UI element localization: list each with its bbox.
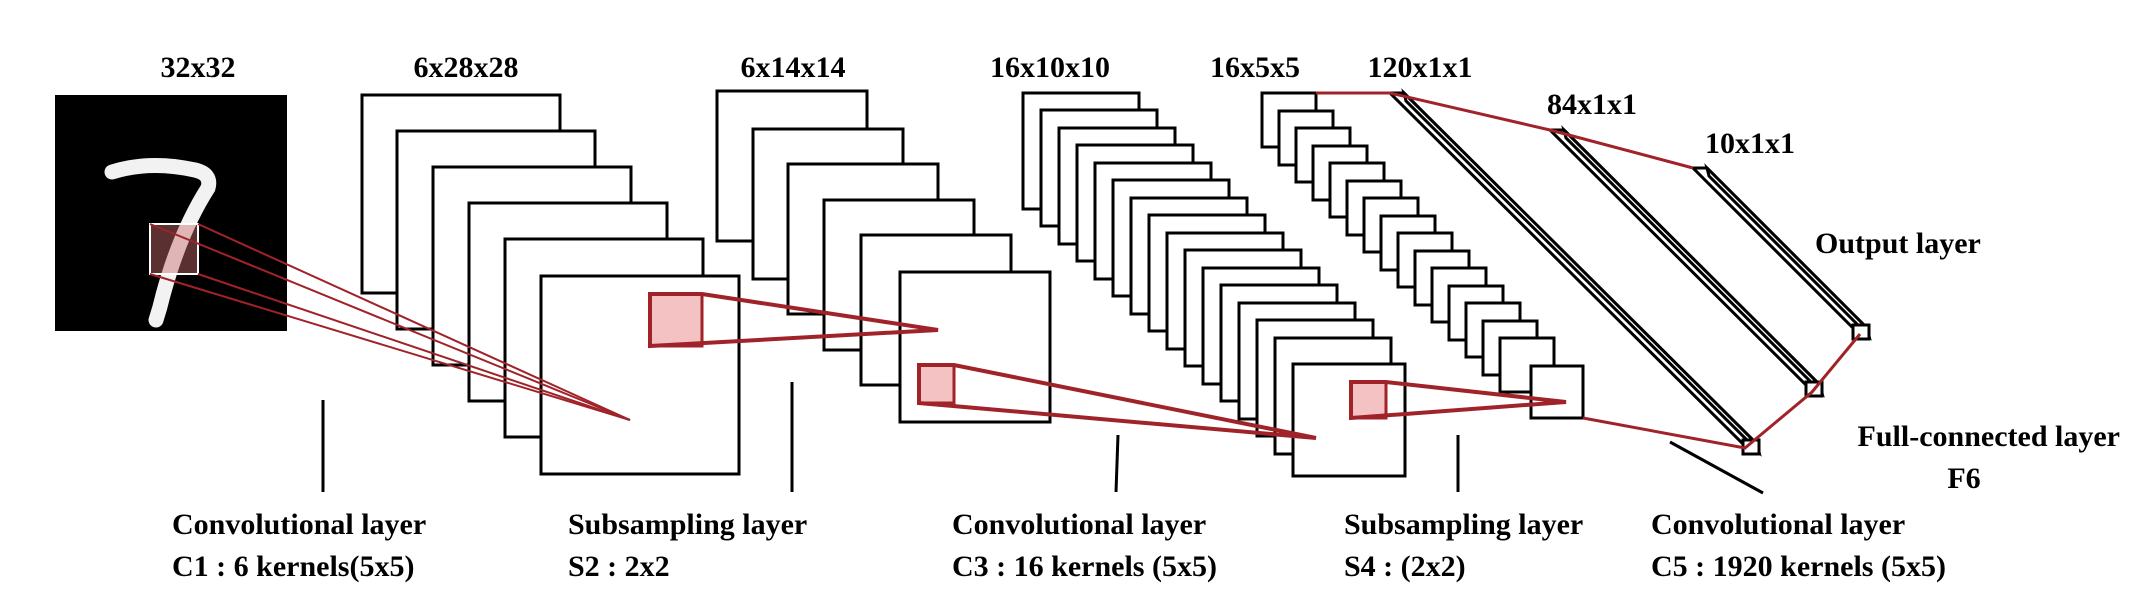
- s4-map: [1529, 364, 1585, 420]
- s4-dims-label: 16x5x5: [1210, 51, 1300, 84]
- c1-receptive-field: [648, 292, 704, 348]
- input-image-background: [55, 95, 287, 331]
- input-to-c1-line: [197, 223, 631, 421]
- s2-receptive-field: [917, 363, 956, 405]
- f6-dims-label: 84x1x1: [1547, 88, 1637, 121]
- c1-dims-label: 6x28x28: [414, 51, 519, 84]
- c1-label-line1: Convolutional layer: [172, 508, 426, 541]
- input-to-c1-line: [197, 273, 631, 421]
- f6-label-line2: F6: [1947, 462, 1980, 495]
- bottom-fc-connection: [1582, 333, 1862, 450]
- s2-label-line1: Subsampling layer: [568, 508, 807, 541]
- c5-dims-label: 120x1x1: [1368, 51, 1473, 84]
- c3-pointer-line: [1114, 434, 1120, 493]
- input-to-c1-line: [149, 223, 631, 421]
- s2-feature-maps: [715, 89, 1052, 424]
- c5-pointer-line: [1669, 440, 1764, 495]
- s4-feature-maps: [1260, 91, 1585, 420]
- output-dims-label: 10x1x1: [1705, 127, 1795, 160]
- input-dims-label: 32x32: [161, 51, 236, 84]
- connection-lines: [149, 91, 1862, 450]
- c5-label-line2: C5 : 1920 kernels (5x5): [1651, 550, 1946, 583]
- s2-to-c3-connection: [917, 363, 1317, 440]
- c3-to-s4-connection: [1349, 380, 1567, 421]
- c5-label-line1: Convolutional layer: [1651, 508, 1905, 541]
- c1-to-s2-connection: [648, 292, 939, 349]
- c3-label-line1: Convolutional layer: [952, 508, 1206, 541]
- c1-map: [539, 274, 741, 476]
- f6-label-line1: Full-connected layer: [1858, 420, 2120, 453]
- c3-dims-label: 16x10x10: [990, 51, 1110, 84]
- handwritten-digit-seven: [104, 158, 217, 328]
- c1-feature-maps: [360, 93, 741, 476]
- dimension-labels: 32x32 6x28x28 6x14x14 16x10x10 16x5x5 12…: [161, 51, 1796, 160]
- input-receptive-field: [149, 223, 199, 275]
- s2-dims-label: 6x14x14: [741, 51, 846, 84]
- top-fc-connection: [1316, 91, 1694, 170]
- pointer-lines: [321, 382, 1764, 495]
- output-bar-end: [1851, 323, 1871, 341]
- s4-label-line1: Subsampling layer: [1344, 508, 1583, 541]
- c3-receptive-field: [1349, 380, 1388, 420]
- c1-label-line2: C1 : 6 kernels(5x5): [172, 550, 414, 583]
- layer-labels: Convolutional layer C1 : 6 kernels(5x5) …: [172, 227, 2120, 583]
- input-to-c1-line: [149, 273, 631, 421]
- c3-label-line2: C3 : 16 kernels (5x5): [952, 550, 1217, 583]
- input-image: [55, 95, 287, 331]
- s4-label-line2: S4 : (2x2): [1344, 550, 1466, 583]
- c5-units: [1386, 88, 1762, 457]
- f6-units: [1546, 125, 1825, 398]
- output-label: Output layer: [1815, 227, 1981, 260]
- s2-label-line2: S2 : 2x2: [568, 550, 670, 583]
- output-units: [1689, 163, 1872, 341]
